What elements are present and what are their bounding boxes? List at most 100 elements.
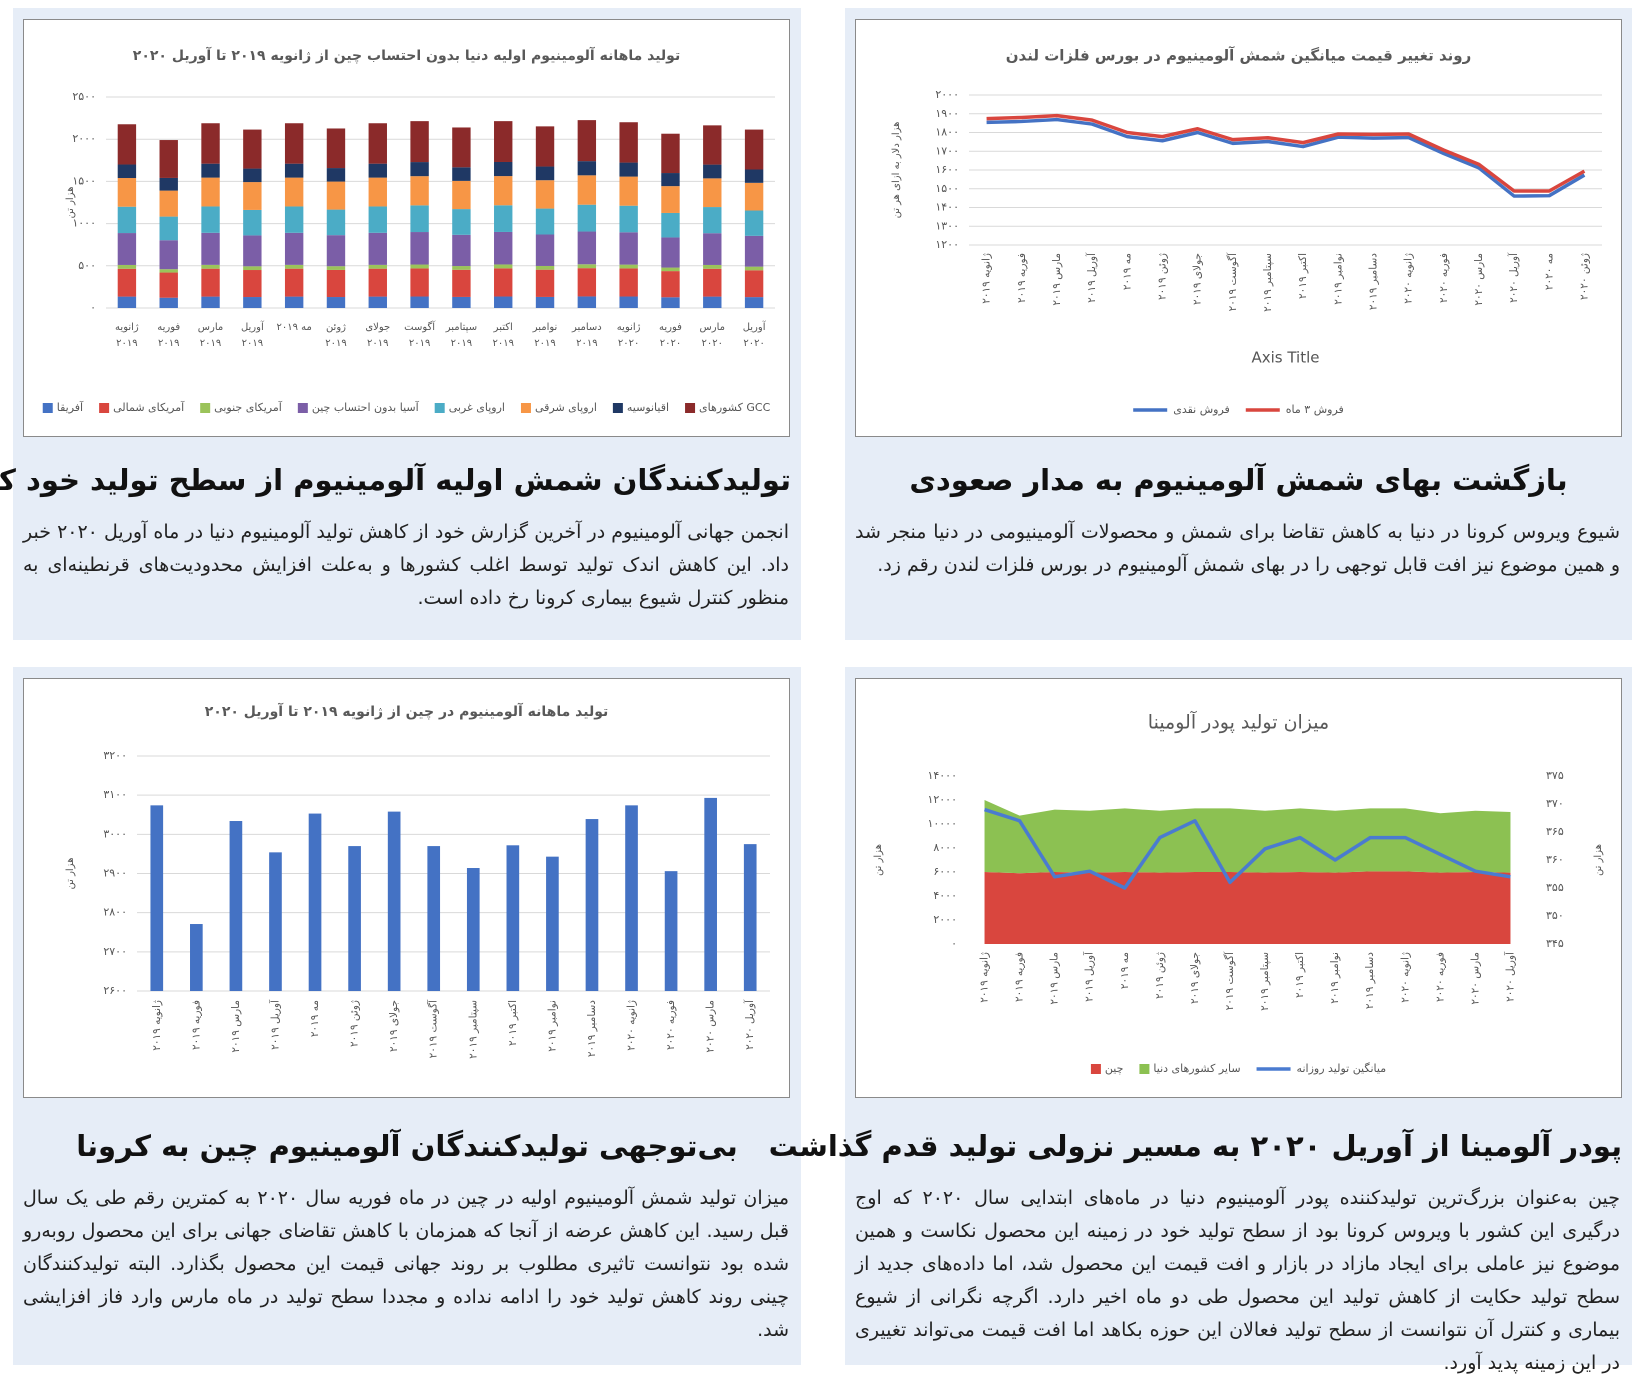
x-tick-label: مارس ۲۰۲۰ (1469, 952, 1481, 1005)
y2-tick-label: ۳۵۰ (1546, 909, 1564, 922)
bar-segment (744, 182, 764, 211)
bar-segment (577, 296, 597, 308)
bar (625, 805, 638, 991)
bar-segment (619, 122, 638, 163)
bar-segment (284, 268, 304, 297)
bar-segment (117, 296, 137, 308)
bar-segment (452, 269, 471, 297)
bar-segment (326, 297, 346, 308)
y2-tick-label: ۳۷۵ (1546, 769, 1564, 782)
bar-segment (661, 212, 680, 238)
bar-segment (410, 205, 429, 233)
bar-segment (284, 264, 304, 269)
bar-segment (201, 123, 220, 164)
bar-segment (661, 173, 680, 187)
legend-swatch (1090, 1064, 1101, 1074)
y-tick-label: ۱۹۰۰ (935, 107, 959, 120)
bar-segment (284, 177, 304, 207)
x-tick-label: مارس ۲۰۱۹ (197, 322, 224, 349)
bar-segment (535, 208, 555, 235)
bar-segment (117, 233, 137, 265)
bar-segment (284, 163, 304, 178)
legend-swatch (612, 403, 623, 413)
x-tick-label: سپتامبر ۲۰۱۹ (1259, 952, 1271, 1011)
y-tick-label: ۱۰۰۰۰ (927, 817, 957, 830)
x-tick-label: دسامبر ۲۰۱۹ (1367, 253, 1379, 310)
bar-segment (577, 120, 597, 162)
headline: بی‌توجهی تولیدکنندگان آلومینیوم چین به ک… (76, 1129, 738, 1163)
bar-segment (703, 164, 722, 179)
legend-label: آمریکای جنوبی (214, 400, 283, 414)
bar-segment (410, 268, 429, 297)
y-tick-label: ۰ (90, 301, 96, 314)
x-tick-label: جولای ۲۰۱۹ (388, 1000, 400, 1052)
bar-segment (452, 296, 471, 308)
x-tick-label: ژانویه ۲۰۲۰ (626, 1000, 638, 1051)
line (983, 807, 1511, 890)
x-tick-label-box: دسامبر ۲۰۱۹ (572, 322, 602, 349)
x-tick-label: فوریه ۲۰۱۹ (157, 322, 181, 349)
y-tick-label: ۱۸۰۰ (935, 126, 959, 139)
bar-segment (661, 271, 680, 298)
bar-segment (535, 296, 555, 308)
bar-segment (243, 182, 262, 210)
bar-segment (744, 266, 764, 271)
bar-segment (284, 232, 304, 265)
y-tick-label: ۱۲۰۰۰ (927, 793, 957, 806)
chart: تولید ماهانه آلومینیوم در چین از ژانویه … (65, 702, 770, 1059)
article-body: شیوع ویروس کرونا در دنیا به کاهش تقاضا ب… (855, 521, 1620, 576)
bar-segment (703, 178, 722, 208)
bar-segment (284, 206, 304, 233)
x-tick-label-box: مارس ۲۰۲۰ (700, 322, 725, 349)
legend: فروش نقدی فروش ۳ ماه (1133, 403, 1344, 416)
area (984, 871, 1511, 944)
bar-segment (494, 268, 513, 297)
legend: آفریقا آمریکای شمالی آمریکای جنوبی آسیا بدو… (42, 400, 771, 414)
legend-label: میانگین تولید روزانه (1297, 1062, 1387, 1075)
bar-segment (744, 270, 764, 298)
x-tick-label: مه ۲۰۱۹ (1121, 253, 1133, 290)
bar (427, 846, 441, 991)
bar-segment (703, 296, 722, 308)
bar-segment (535, 269, 555, 297)
bar-segment (326, 235, 346, 267)
x-tick-label: سپتامبر ۲۰۱۹ (467, 1000, 479, 1059)
y-tick-label: ۲۸۰۰ (103, 906, 127, 919)
bar-segment (410, 296, 429, 308)
y-tick-label: ۱۶۰۰ (935, 163, 959, 176)
bar-segment (117, 264, 137, 269)
bar-segment (201, 163, 220, 178)
y2-tick-label: ۳۴۵ (1546, 937, 1564, 950)
x-tick-label: اکتبر ۲۰۱۹ (492, 322, 514, 349)
bar-segment (452, 234, 471, 267)
bar-segment (619, 296, 638, 308)
bar-segment (661, 186, 680, 213)
bar-segment (159, 272, 178, 298)
y-tick-label: ۱۵۰۰ (935, 182, 959, 195)
x-tick-label: مارس ۲۰۱۹ (230, 1000, 242, 1053)
chart-box: روند تغییر قیمت میانگین شمش آلومینیوم در… (855, 19, 1622, 437)
bar-segment (619, 268, 638, 297)
chart-title: تولید ماهانه آلومینیوم اولیه دنیا بدون ا… (133, 46, 680, 64)
bar (466, 868, 480, 991)
bar-segment (744, 210, 764, 236)
y-tick-label: ۱۴۰۰ (935, 201, 959, 214)
y-tick-label: ۰ (951, 937, 957, 950)
bar-segment (535, 265, 555, 270)
x-tick-label: سپتامبر ۲۰۱۹ (1262, 253, 1274, 312)
bar-segment (368, 296, 387, 308)
bar-segment (744, 297, 764, 308)
bar-segment (201, 206, 220, 233)
bar-segment (619, 264, 638, 269)
y-axis-label: هزار تن (873, 844, 884, 876)
bar-segment (494, 264, 513, 269)
bar-segment (703, 207, 722, 234)
y-tick-label: ۲۵۰۰ (72, 90, 96, 103)
y-tick-label: ۱۷۰۰ (935, 144, 959, 157)
y-tick-label: ۲۷۰۰ (103, 945, 127, 958)
x-tick-label: نوامبر ۲۰۱۹ (1332, 253, 1344, 305)
bar-segment (368, 163, 387, 178)
bar (387, 811, 401, 991)
bar-segment (159, 216, 178, 241)
legend-label: چین (1105, 1062, 1124, 1075)
